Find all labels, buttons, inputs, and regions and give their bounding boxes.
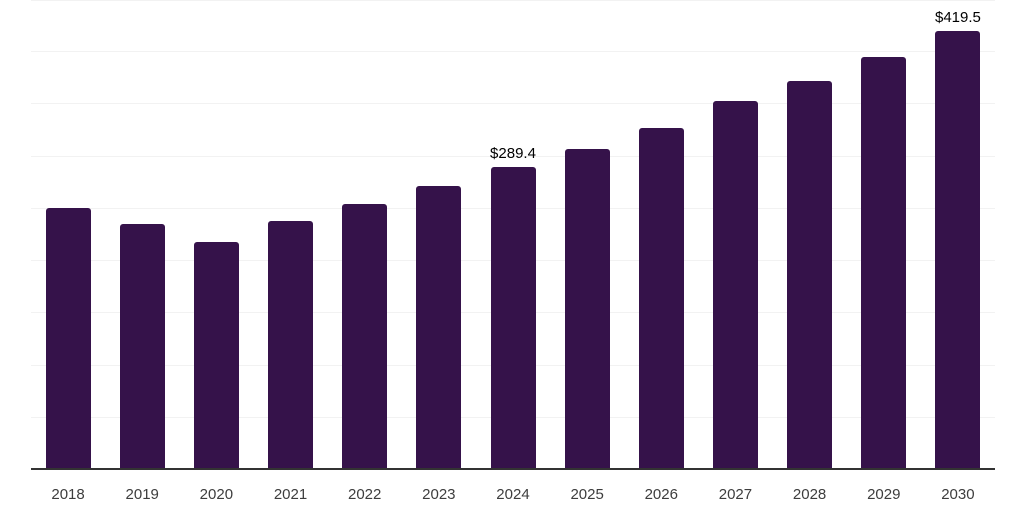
x-tick-label-2027: 2027: [718, 486, 753, 503]
gridline: [31, 156, 995, 157]
x-tick-label-2030: 2030: [941, 486, 975, 503]
x-tick-label-2023: 2023: [422, 486, 456, 503]
bar-2021: [268, 220, 314, 469]
gridline: [31, 51, 995, 52]
bar-2019: [119, 223, 165, 469]
bar-2026: [638, 128, 684, 469]
gridline: [31, 103, 995, 104]
bar-2027: [712, 101, 758, 469]
bar-2022: [342, 204, 388, 469]
x-tick-label-2025: 2025: [570, 486, 604, 503]
x-tick-label-2026: 2026: [644, 486, 678, 503]
x-tick-label-2029: 2029: [867, 486, 901, 503]
x-tick-label-2018: 2018: [51, 486, 85, 503]
bar-2030: [935, 30, 981, 469]
data-label-2030: $419.5: [934, 8, 981, 26]
x-tick-label-2020: 2020: [199, 486, 234, 503]
x-tick-label-2019: 2019: [125, 486, 159, 503]
bar-2028: [787, 80, 833, 469]
data-label-2024: $289.4: [490, 144, 536, 162]
bar-2025: [564, 148, 610, 469]
bar-2024: [490, 166, 536, 469]
gridline: [31, 0, 995, 1]
bar-2018: [45, 208, 91, 469]
bar-2020: [193, 241, 239, 469]
x-tick-label-2024: 2024: [496, 486, 530, 503]
bar-2023: [416, 185, 462, 469]
x-axis-line: [31, 468, 995, 470]
x-tick-label-2028: 2028: [792, 486, 827, 503]
x-tick-label-2022: 2022: [347, 486, 382, 503]
bar-2029: [861, 57, 907, 469]
x-tick-label-2021: 2021: [273, 486, 308, 503]
